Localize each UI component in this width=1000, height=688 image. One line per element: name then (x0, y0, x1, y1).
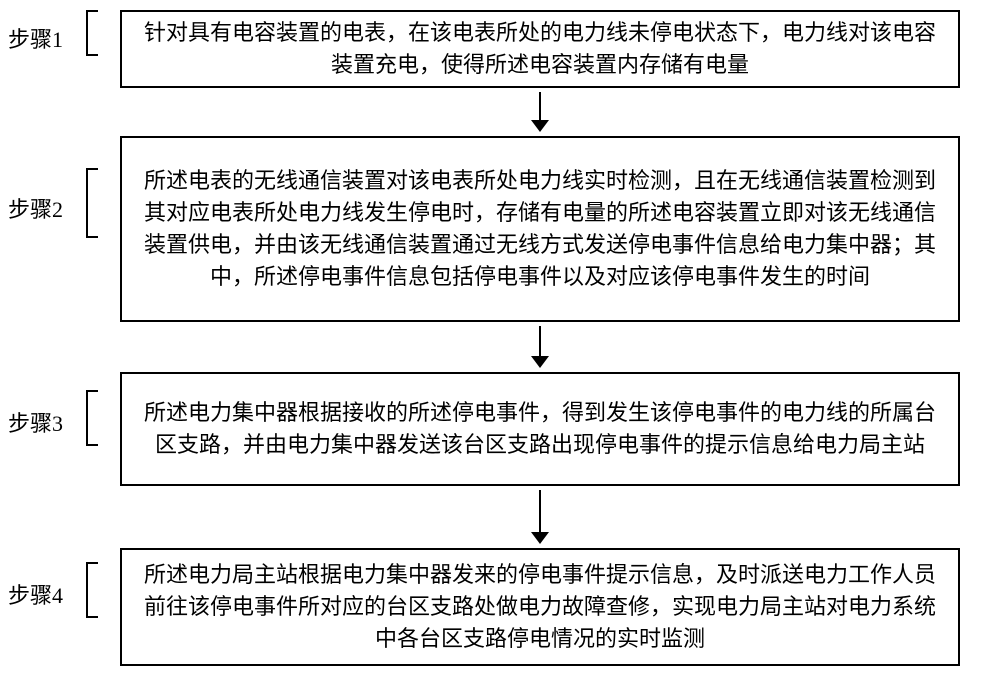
flowchart-arrow (0, 0, 1000, 688)
flowchart-canvas: 针对具有电容装置的电表，在该电表所处的电力线未停电状态下，电力线对该电容装置充电… (0, 0, 1000, 688)
